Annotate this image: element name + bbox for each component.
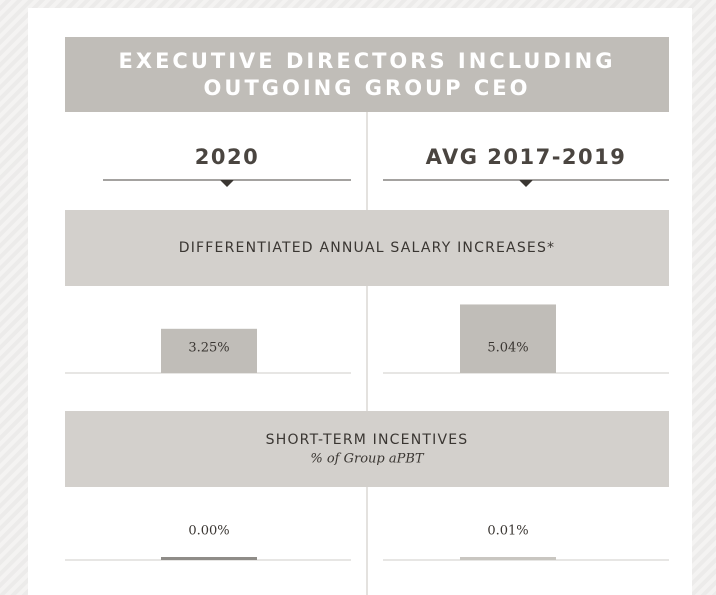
column-heading: AVG 2017-2019 — [426, 145, 627, 169]
header-title: OUTGOING GROUP CEO — [204, 76, 531, 100]
value-label: 3.25% — [188, 341, 229, 356]
bar-foot — [460, 557, 556, 560]
section-title: DIFFERENTIATED ANNUAL SALARY INCREASES* — [179, 240, 556, 256]
bar — [161, 328, 257, 373]
value-label: 0.01% — [487, 524, 528, 539]
header-title: EXECUTIVE DIRECTORS INCLUDING — [119, 49, 616, 73]
section-title: SHORT-TERM INCENTIVES — [266, 432, 469, 448]
bar-foot — [161, 557, 257, 560]
section-box — [65, 210, 669, 286]
pointer — [220, 180, 234, 187]
pointer — [519, 180, 533, 187]
value-label: 0.00% — [188, 524, 229, 539]
bar — [460, 304, 556, 373]
section-box — [65, 411, 669, 487]
section-subtitle: % of Group aPBT — [310, 452, 425, 467]
header-box — [65, 37, 669, 112]
column-heading: 2020 — [195, 145, 259, 169]
value-label: 5.04% — [487, 341, 528, 356]
